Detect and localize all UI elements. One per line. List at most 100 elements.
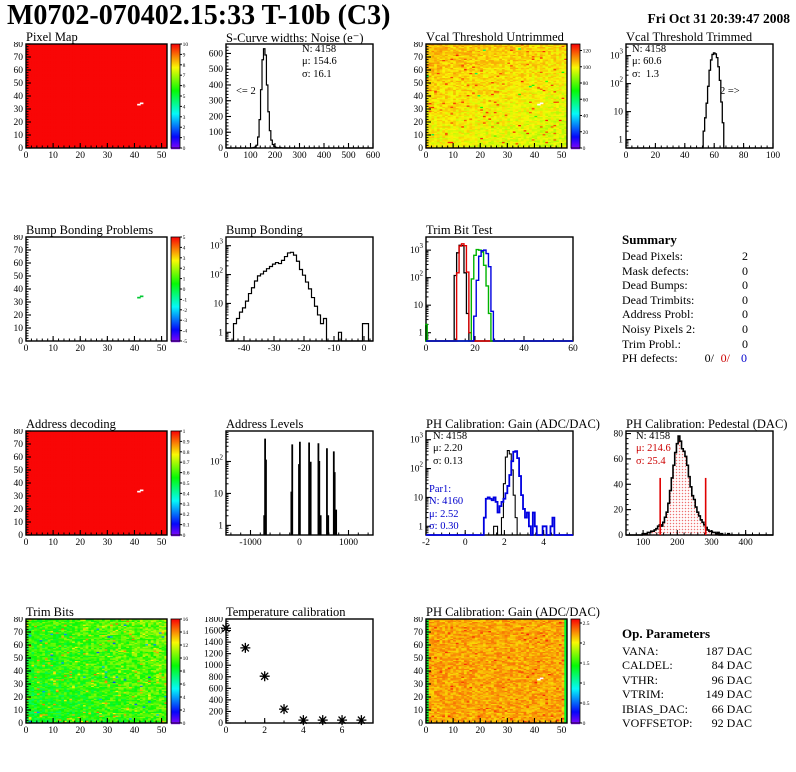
stats-line: N: 4158 xyxy=(433,431,468,442)
chart-canvas-address-decoding xyxy=(0,429,200,554)
timestamp: Fri Oct 31 20:39:47 2008 xyxy=(647,11,790,26)
row-value: 0 xyxy=(742,307,748,322)
panel-vcal-threshold-untrimmed: Vcal Threshold Untrimmed xyxy=(400,29,600,199)
stats-line: σ: 0.30 xyxy=(429,520,459,532)
chart-title-vcal-threshold-trimmed: Vcal Threshold Trimmed xyxy=(626,30,753,44)
panel-ph-calibration-gain-map: PH Calibration: Gain (ADC/DAC) xyxy=(400,604,600,772)
chart-canvas-bump-bonding-problems xyxy=(0,235,200,360)
row-label: CALDEL: xyxy=(622,658,673,673)
chart-canvas-vcal-threshold-trimmed xyxy=(600,42,796,167)
row-label: Mask defects: xyxy=(622,263,689,278)
stats-text-vcal-threshold-trimmed: 2 => xyxy=(720,86,740,98)
panel-ph-calibration-pedestal: PH Calibration: Pedestal (DAC) N: 4158 μ: … xyxy=(600,416,796,586)
row-label: VANA: xyxy=(622,644,659,658)
panel-scurve-noise: S-Curve widths: Noise (e⁻) N: 4158 μ: 154.… xyxy=(200,29,400,199)
chart-title-temperature-calibration: Temperature calibration xyxy=(226,605,346,619)
chart-canvas-trim-bits xyxy=(0,617,200,742)
row-label: Dead Trimbits: xyxy=(622,292,695,307)
chart-canvas-trim-bit-test xyxy=(400,235,600,360)
chart-title-vcal-threshold-untrimmed: Vcal Threshold Untrimmed xyxy=(426,30,564,44)
chart-title-ph-calibration-pedestal: PH Calibration: Pedestal (DAC) xyxy=(626,417,788,431)
chart-title-address-decoding: Address decoding xyxy=(26,417,116,431)
stats-line: μ: 60.6 xyxy=(632,56,662,68)
chart-canvas-ph-calibration-gain-hist xyxy=(400,429,600,554)
row-label: Address Probl: xyxy=(622,307,694,322)
row-label: Trim Probl.: xyxy=(622,336,681,351)
chart-canvas-ph-calibration-gain-map xyxy=(400,617,600,742)
chart-title-trim-bits: Trim Bits xyxy=(26,605,74,619)
panel-pixel-map: Pixel Map xyxy=(0,29,200,199)
stats-text-ph-calibration-gain-hist: Par1: N: 4160 μ: 2.52 σ: 0.30 xyxy=(429,484,463,533)
stats-line: σ: 0.13 xyxy=(433,455,463,467)
stats-text-scurve-noise: N: 4158 μ: 154.6 σ: 16.1 xyxy=(302,44,337,81)
row-value: 0 xyxy=(742,278,748,293)
heading-op-parameters: Op. Parameters xyxy=(622,626,711,641)
ph-defect-value: 0/ xyxy=(704,351,714,366)
row-value: 84 DAC xyxy=(711,658,752,673)
row-label: Noisy Pixels 2: xyxy=(622,322,696,336)
page-title: M0702-070402.15:33 T-10b (C3) xyxy=(7,0,391,31)
stats-text-vcal-threshold-trimmed: N: 4158 μ: 60.6 σ: 1.3 xyxy=(632,44,666,81)
chart-canvas-ph-calibration-pedestal xyxy=(600,429,796,554)
row-value: 149 DAC xyxy=(705,687,752,702)
row-value: 0 xyxy=(742,263,748,278)
panel-summary: Summary Dead Pixels: 2 Mask defects: 0 Dead B… xyxy=(600,222,796,392)
stats-text-ph-calibration-gain-hist: N: 4158 μ: 2.20 σ: 0.13 xyxy=(433,431,467,468)
ph-defect-value: 0 xyxy=(741,351,747,366)
chart-canvas-vcal-threshold-untrimmed xyxy=(400,42,600,167)
row-label: Dead Pixels: xyxy=(622,249,683,263)
chart-title-ph-calibration-gain-map: PH Calibration: Gain (ADC/DAC) xyxy=(426,605,600,619)
panel-vcal-threshold-trimmed: Vcal Threshold Trimmed N: 4158 μ: 60.6 σ: 1… xyxy=(600,29,796,199)
row-label: VTHR: xyxy=(622,672,658,687)
panel-address-levels: Address Levels xyxy=(200,416,400,586)
chart-canvas-pixel-map xyxy=(0,42,200,167)
chart-title-scurve-noise: S-Curve widths: Noise (e⁻) xyxy=(226,31,364,45)
row-value: 92 DAC xyxy=(711,716,752,730)
panel-ph-calibration-gain-hist: PH Calibration: Gain (ADC/DAC) N: 4158 μ: … xyxy=(400,416,600,586)
chart-canvas-bump-bonding xyxy=(200,235,400,360)
chart-title-pixel-map: Pixel Map xyxy=(26,30,78,44)
stats-line: N: 4158 xyxy=(632,44,667,55)
chart-title-trim-bit-test: Trim Bit Test xyxy=(426,223,493,237)
stats-line: N: 4158 xyxy=(636,431,671,442)
panel-bump-bonding-problems: Bump Bonding Problems xyxy=(0,222,200,392)
row-value: 96 DAC xyxy=(711,672,752,687)
chart-canvas-scurve-noise xyxy=(200,42,400,167)
chart-title-address-levels: Address Levels xyxy=(226,417,304,431)
row-value: 0 xyxy=(742,292,748,307)
panel-bump-bonding: Bump Bonding xyxy=(200,222,400,392)
stats-line: μ: 2.20 xyxy=(433,443,463,455)
chart-title-bump-bonding: Bump Bonding xyxy=(226,223,303,237)
stats-line: N: 4158 xyxy=(302,44,337,55)
heading-summary: Summary xyxy=(622,232,677,247)
panel-address-decoding: Address decoding xyxy=(0,416,200,586)
stats-text-ph-calibration-pedestal: N: 4158 μ: 214.6 σ: 25.4 xyxy=(636,431,671,468)
stats-line: μ: 214.6 xyxy=(636,443,671,455)
row-value: 2 xyxy=(742,249,748,263)
panel-trim-bit-test: Trim Bit Test xyxy=(400,222,600,392)
row-value: 187 DAC xyxy=(705,644,752,658)
stats-line: μ: 154.6 xyxy=(302,56,337,68)
stats-line: <= 2 xyxy=(236,86,256,97)
stats-line: σ: 25.4 xyxy=(636,455,666,467)
stats-text-scurve-noise: <= 2 xyxy=(236,86,256,98)
stats-line: σ: 1.3 xyxy=(632,68,659,80)
ph-defect-value: 0/ xyxy=(720,351,730,366)
stats-line: Par1: xyxy=(429,484,452,495)
stats-line: N: 4160 xyxy=(429,496,464,508)
row-label: Dead Bumps: xyxy=(622,278,688,293)
stats-line: 2 => xyxy=(720,86,740,97)
stats-line: μ: 2.52 xyxy=(429,508,459,520)
panel-trim-bits: Trim Bits xyxy=(0,604,200,772)
row-label: PH defects: xyxy=(622,351,678,366)
row-label: IBIAS_DAC: xyxy=(622,701,689,716)
row-label: VTRIM: xyxy=(622,687,664,702)
panel-temperature-calibration: Temperature calibration xyxy=(200,604,400,772)
stats-line: σ: 16.1 xyxy=(302,68,332,80)
chart-canvas-temperature-calibration xyxy=(200,617,400,742)
panel-op-parameters: Op. Parameters VANA: 187 DAC CALDEL: 84 DAC V… xyxy=(600,604,796,772)
row-label: VOFFSETOP: xyxy=(622,716,693,730)
chart-title-ph-calibration-gain-hist: PH Calibration: Gain (ADC/DAC) xyxy=(426,417,600,431)
row-value: 0 xyxy=(742,322,748,336)
